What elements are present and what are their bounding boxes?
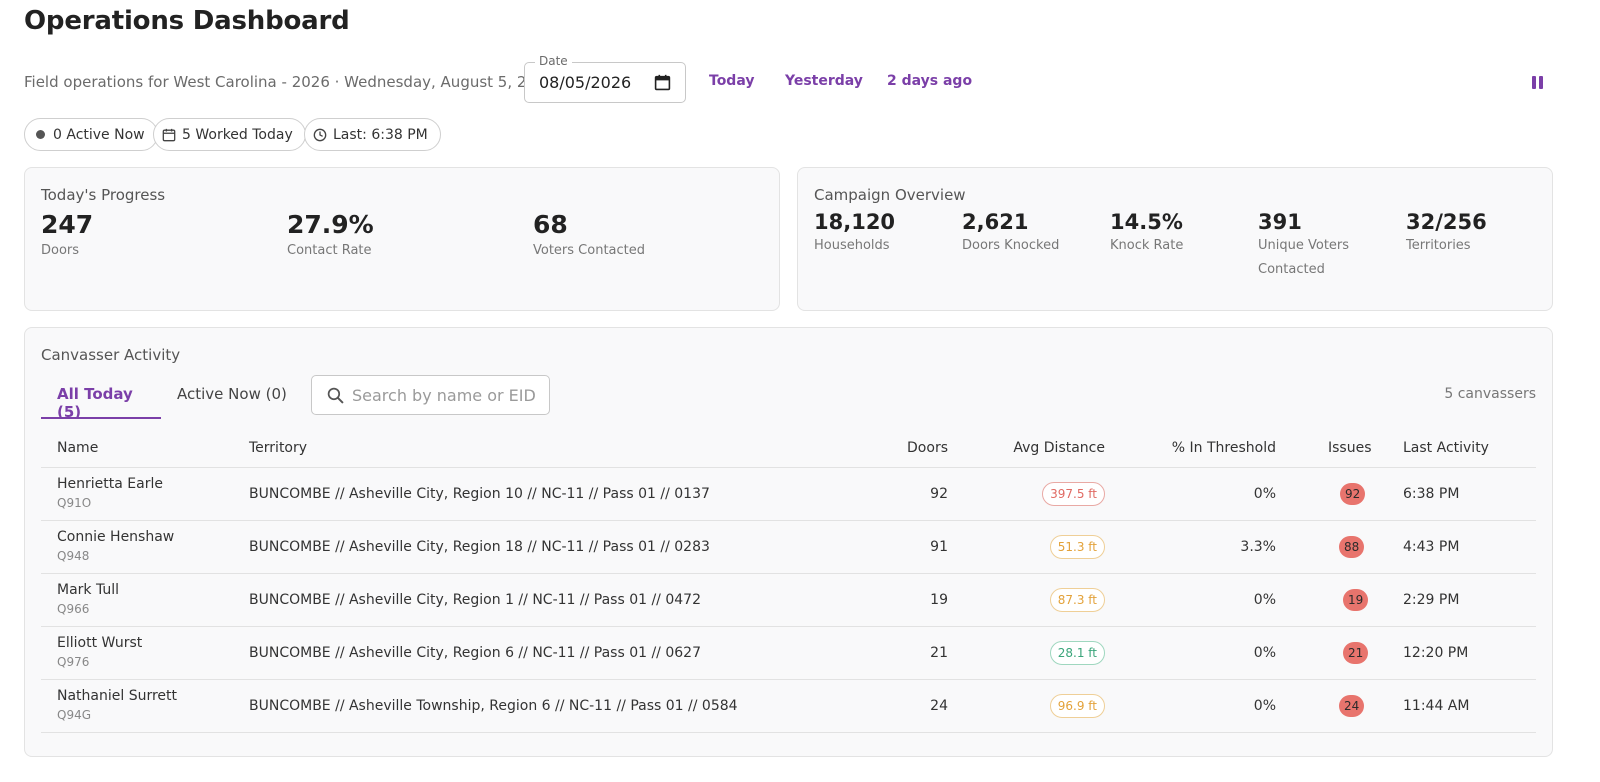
todays-progress-title: Today's Progress [41, 186, 166, 204]
col-header-name[interactable]: Name [57, 440, 99, 456]
last-activity-cell: 11:44 AM [1403, 698, 1470, 714]
stat-doors: 247 Doors [41, 210, 94, 258]
active-now-chip: 0 Active Now [24, 118, 158, 151]
tab-all-today[interactable]: All Today (5) [41, 385, 161, 421]
campaign-overview-title: Campaign Overview [814, 186, 966, 204]
stat-unique-voters: 391 Unique Voters Contacted [1258, 210, 1350, 277]
canvasser-name: Elliott Wurst [57, 635, 143, 651]
avg-distance-badge: 397.5 ft [1042, 482, 1105, 506]
search-box[interactable] [311, 375, 550, 415]
territory-cell: BUNCOMBE // Asheville City, Region 1 // … [249, 592, 701, 608]
doors-cell: 19 [930, 592, 948, 608]
issues-badge: 92 [1340, 483, 1366, 505]
canvasser-eid: Q948 [57, 549, 90, 563]
stat-contact-rate: 27.9% Contact Rate [287, 210, 374, 258]
doors-cell: 24 [930, 698, 948, 714]
col-header-doors[interactable]: Doors [907, 440, 948, 456]
yesterday-button[interactable]: Yesterday [785, 73, 863, 89]
canvasser-activity-card [24, 327, 1553, 757]
col-header-in-threshold[interactable]: % In Threshold [1171, 440, 1276, 456]
date-picker[interactable]: Date 08/05/2026 [524, 54, 686, 103]
avg-distance-badge: 28.1 ft [1049, 641, 1105, 665]
canvasser-eid: Q91O [57, 496, 92, 510]
issues-badge: 21 [1343, 642, 1369, 664]
territory-cell: BUNCOMBE // Asheville Township, Region 6… [249, 698, 738, 714]
two-days-ago-button[interactable]: 2 days ago [887, 73, 973, 89]
issues-badge: 88 [1339, 536, 1365, 558]
issues-badge: 19 [1343, 589, 1369, 611]
last-activity-label: Last: 6:38 PM [333, 126, 428, 143]
stat-voters-contacted: 68 Voters Contacted [533, 210, 646, 258]
worked-today-label: 5 Worked Today [182, 126, 293, 143]
avg-distance-badge: 51.3 ft [1049, 535, 1105, 559]
page-title: Operations Dashboard [24, 6, 350, 36]
territory-cell: BUNCOMBE // Asheville City, Region 6 // … [249, 645, 701, 661]
stat-territories: 32/256 Territories [1406, 210, 1487, 253]
todays-progress-card: Today's Progress 247 Doors 27.9% Contact… [24, 167, 780, 311]
last-activity-chip: Last: 6:38 PM [304, 118, 441, 151]
col-header-territory[interactable]: Territory [249, 440, 308, 456]
canvasser-eid: Q94G [57, 708, 92, 722]
in-threshold-cell: 0% [1253, 645, 1276, 661]
last-activity-cell: 4:43 PM [1403, 539, 1460, 555]
canvasser-name: Nathaniel Surrett [57, 688, 178, 704]
table-row[interactable]: Henrietta Earle Q91O BUNCOMBE // Ashevil… [41, 467, 1536, 520]
doors-cell: 21 [930, 645, 948, 661]
col-header-last-activity[interactable]: Last Activity [1403, 440, 1489, 456]
territory-cell: BUNCOMBE // Asheville City, Region 10 //… [249, 486, 710, 502]
avg-distance-badge: 96.9 ft [1049, 694, 1105, 718]
status-dot-icon [33, 128, 47, 142]
canvasser-name: Connie Henshaw [57, 529, 175, 545]
territory-cell: BUNCOMBE // Asheville City, Region 18 //… [249, 539, 710, 555]
date-label: Date [535, 54, 572, 68]
doors-cell: 92 [930, 486, 948, 502]
table-row[interactable]: Elliott Wurst Q976 BUNCOMBE // Asheville… [41, 626, 1536, 679]
avg-distance-badge: 87.3 ft [1049, 588, 1105, 612]
last-activity-cell: 2:29 PM [1403, 592, 1460, 608]
calendar-icon[interactable] [654, 74, 671, 91]
last-activity-cell: 12:20 PM [1403, 645, 1469, 661]
in-threshold-cell: 0% [1253, 698, 1276, 714]
today-button[interactable]: Today [709, 73, 755, 89]
col-header-issues[interactable]: Issues [1328, 440, 1372, 456]
canvasser-eid: Q976 [57, 655, 90, 669]
in-threshold-cell: 0% [1253, 486, 1276, 502]
stat-households: 18,120 Households [814, 210, 896, 253]
last-activity-cell: 6:38 PM [1403, 486, 1460, 502]
doors-cell: 91 [930, 539, 948, 555]
in-threshold-cell: 0% [1253, 592, 1276, 608]
date-value[interactable]: 08/05/2026 [539, 73, 632, 92]
page-subtitle: Field operations for West Carolina - 202… [24, 73, 556, 91]
table-row[interactable]: Mark Tull Q966 BUNCOMBE // Asheville Cit… [41, 573, 1536, 626]
search-icon [327, 387, 344, 404]
canvasser-eid: Q966 [57, 602, 90, 616]
table-row[interactable]: Connie Henshaw Q948 BUNCOMBE // Ashevill… [41, 520, 1536, 573]
in-threshold-cell: 3.3% [1240, 539, 1276, 555]
canvasser-name: Mark Tull [57, 582, 120, 598]
search-input[interactable] [352, 382, 542, 408]
canvasser-count: 5 canvassers [1444, 386, 1536, 402]
active-now-label: 0 Active Now [53, 126, 145, 143]
issues-badge: 24 [1339, 695, 1365, 717]
worked-today-chip: 5 Worked Today [153, 118, 306, 151]
stat-knock-rate: 14.5% Knock Rate [1110, 210, 1184, 253]
canvasser-name: Henrietta Earle [57, 476, 163, 492]
pause-icon[interactable] [1532, 76, 1544, 89]
table-divider [41, 732, 1536, 733]
stat-doors-knocked: 2,621 Doors Knocked [962, 210, 1060, 253]
col-header-avg-distance[interactable]: Avg Distance [1013, 440, 1105, 456]
campaign-overview-card: Campaign Overview 18,120 Households 2,62… [797, 167, 1553, 311]
calendar-icon [162, 128, 176, 142]
table-row[interactable]: Nathaniel Surrett Q94G BUNCOMBE // Ashev… [41, 679, 1536, 732]
canvasser-activity-title: Canvasser Activity [41, 346, 181, 364]
tab-active-now[interactable]: Active Now (0) [177, 385, 287, 403]
clock-icon [313, 128, 327, 142]
